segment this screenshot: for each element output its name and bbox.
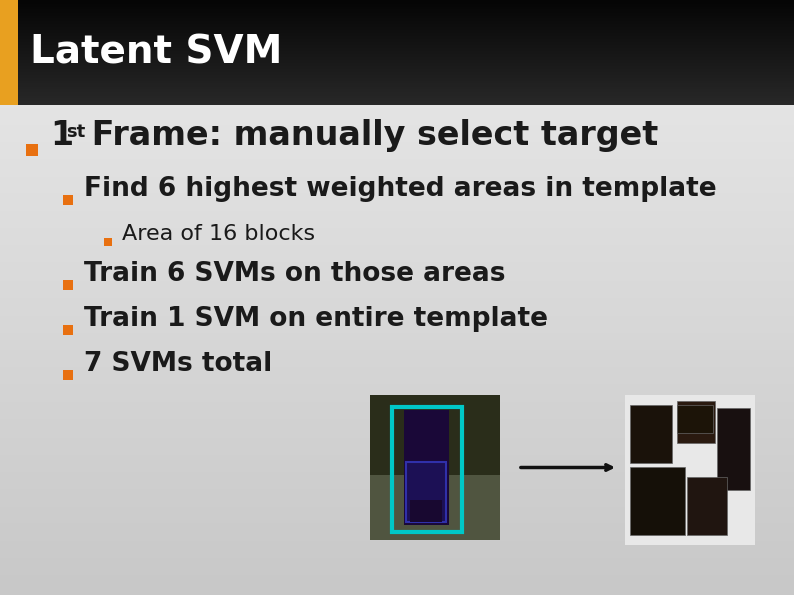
Bar — [687, 477, 727, 535]
Bar — [63, 195, 73, 205]
Bar — [630, 405, 672, 463]
Bar — [63, 370, 73, 380]
Bar — [625, 395, 755, 545]
Bar — [370, 395, 500, 475]
Text: Train 1 SVM on entire template: Train 1 SVM on entire template — [84, 306, 548, 332]
Bar — [104, 238, 112, 246]
Bar — [410, 500, 442, 522]
Bar — [392, 407, 462, 532]
Text: Train 6 SVMs on those areas: Train 6 SVMs on those areas — [84, 261, 506, 287]
Text: st: st — [66, 123, 85, 141]
Text: 1: 1 — [50, 119, 73, 152]
Bar — [404, 410, 449, 525]
Bar — [370, 395, 500, 540]
Bar — [63, 325, 73, 335]
Text: Latent SVM: Latent SVM — [30, 34, 283, 72]
Bar — [63, 280, 73, 290]
Text: Area of 16 blocks: Area of 16 blocks — [122, 224, 315, 244]
Bar — [26, 144, 38, 156]
Bar — [370, 475, 500, 540]
Text: Find 6 highest weighted areas in template: Find 6 highest weighted areas in templat… — [84, 176, 717, 202]
Bar — [677, 401, 715, 443]
Bar — [406, 462, 446, 522]
Bar — [717, 408, 750, 490]
Bar — [630, 467, 685, 535]
Text: 7 SVMs total: 7 SVMs total — [84, 351, 272, 377]
Text: Frame: manually select target: Frame: manually select target — [80, 119, 658, 152]
Bar — [677, 405, 713, 433]
Bar — [0, 0, 18, 105]
